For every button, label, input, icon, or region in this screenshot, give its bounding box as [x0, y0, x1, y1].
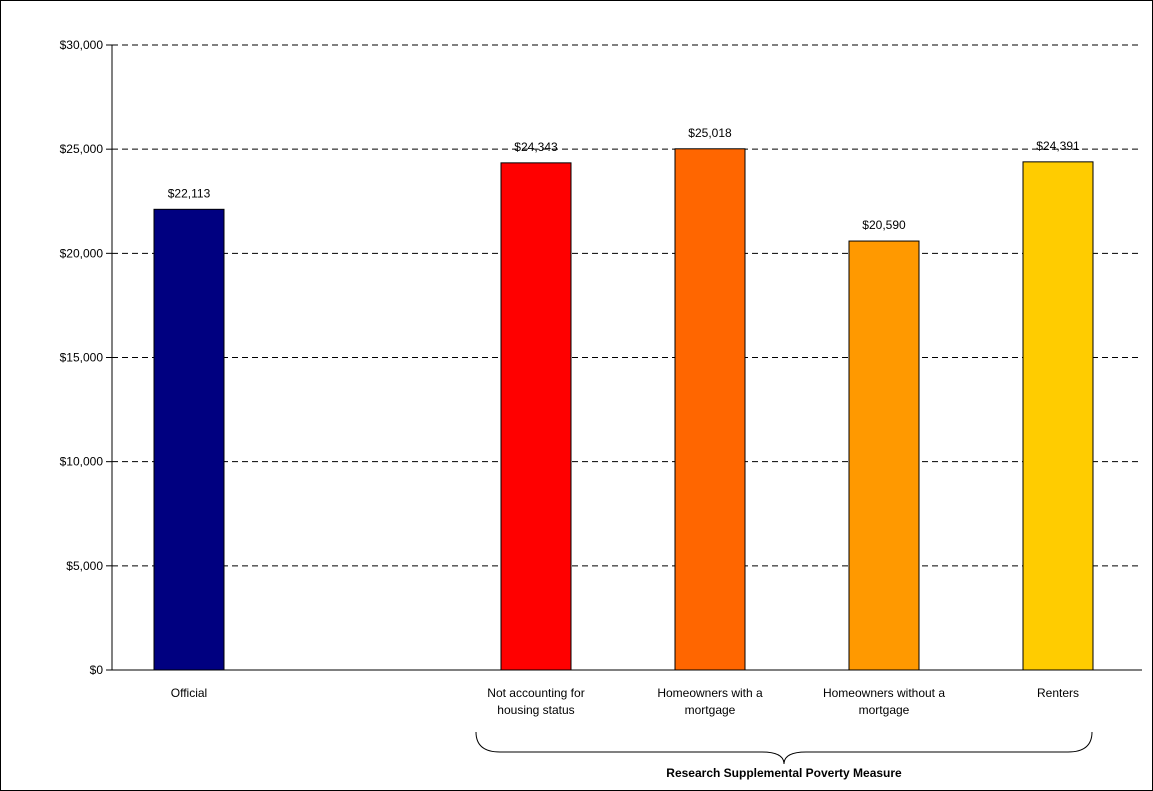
group-label: Research Supplemental Poverty Measure	[666, 766, 902, 780]
bar	[848, 240, 920, 671]
data-label: $25,018	[688, 126, 732, 140]
x-tick-label: Renters	[1037, 686, 1079, 700]
x-tick-label: mortgage	[859, 703, 910, 717]
data-label: $24,343	[514, 140, 558, 154]
brace-shape	[475, 731, 1093, 765]
y-tick-label: $20,000	[60, 246, 104, 260]
x-tick-label: Homeowners without a	[823, 686, 945, 700]
bar	[500, 162, 572, 671]
data-label: $20,590	[862, 218, 906, 232]
y-tick-label: $0	[90, 663, 104, 677]
axes	[106, 44, 1142, 671]
y-tick-label: $30,000	[60, 38, 104, 52]
y-tick-label: $5,000	[66, 559, 103, 573]
bars	[153, 148, 1094, 671]
y-tick-label: $25,000	[60, 142, 104, 156]
y-tick-label: $10,000	[60, 455, 104, 469]
x-tick-label: housing status	[497, 703, 574, 717]
bar	[674, 148, 746, 671]
x-tick-label: Official	[171, 686, 207, 700]
labels: $0 $5,000 $10,000 $15,000 $20,000 $25,000 $30,…	[60, 38, 1080, 717]
bar	[153, 208, 225, 671]
bar	[1022, 161, 1094, 671]
x-tick-label: Homeowners with a	[657, 686, 763, 700]
x-tick-label: Not accounting for	[487, 686, 584, 700]
group-brace: Research Supplemental Poverty Measure	[475, 731, 1093, 780]
y-tick-label: $15,000	[60, 351, 104, 365]
data-label: $24,391	[1036, 139, 1080, 153]
data-label: $22,113	[168, 186, 211, 200]
gridlines	[112, 44, 1142, 567]
x-tick-label: mortgage	[685, 703, 736, 717]
